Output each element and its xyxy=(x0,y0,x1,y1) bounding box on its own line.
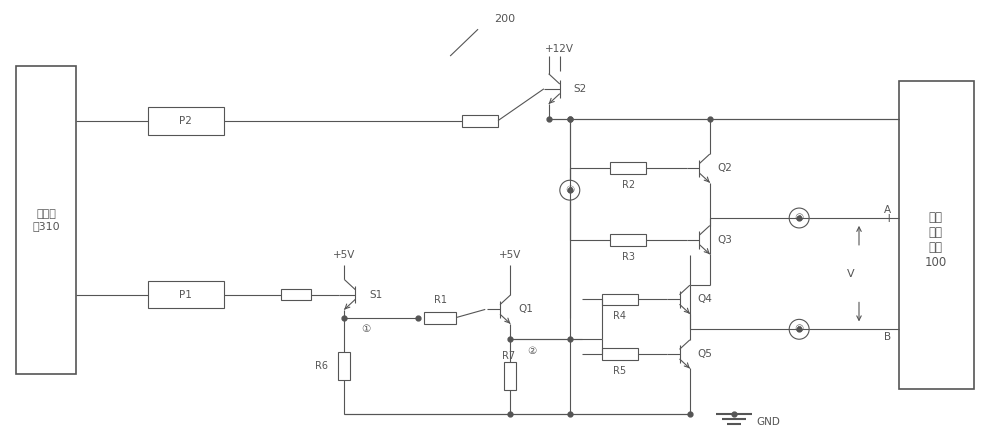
Text: P2: P2 xyxy=(179,116,192,126)
Text: S1: S1 xyxy=(369,290,383,300)
Bar xyxy=(281,289,311,300)
Bar xyxy=(504,362,516,390)
Text: B: B xyxy=(884,332,891,342)
Text: 控制模
块310: 控制模 块310 xyxy=(32,209,60,231)
Text: Q1: Q1 xyxy=(518,304,533,314)
Text: R3: R3 xyxy=(622,252,635,262)
Text: ②: ② xyxy=(528,346,537,355)
Text: GND: GND xyxy=(756,417,780,427)
Text: +5V: +5V xyxy=(499,250,522,260)
Bar xyxy=(16,66,76,374)
Text: +: + xyxy=(883,211,894,225)
Text: Q3: Q3 xyxy=(717,235,732,245)
Text: 200: 200 xyxy=(494,14,516,24)
Text: -: - xyxy=(889,323,894,336)
Bar xyxy=(424,312,456,324)
Bar xyxy=(610,234,646,246)
Text: V: V xyxy=(847,269,855,279)
Text: ④: ④ xyxy=(795,213,804,223)
Text: R5: R5 xyxy=(613,366,626,376)
Text: P1: P1 xyxy=(179,290,192,300)
Text: +5V: +5V xyxy=(333,250,355,260)
Text: ⑤: ⑤ xyxy=(795,324,804,334)
Text: R1: R1 xyxy=(434,295,447,305)
Text: R2: R2 xyxy=(622,180,635,190)
Text: ①: ① xyxy=(362,324,371,334)
Bar xyxy=(610,162,646,174)
Text: R6: R6 xyxy=(315,361,328,371)
Text: ③: ③ xyxy=(565,185,574,195)
Text: +12V: +12V xyxy=(545,44,574,54)
Text: A: A xyxy=(884,205,891,215)
Text: Q4: Q4 xyxy=(697,294,712,304)
Text: S2: S2 xyxy=(574,84,587,94)
Text: Q2: Q2 xyxy=(717,164,732,174)
Text: 半导
体制
冷片
100: 半导 体制 冷片 100 xyxy=(925,211,947,269)
Bar xyxy=(602,293,638,306)
Bar xyxy=(148,281,224,308)
Text: R4: R4 xyxy=(613,311,626,321)
Text: R7: R7 xyxy=(502,351,515,361)
Bar xyxy=(899,81,974,389)
Bar xyxy=(602,348,638,360)
Bar xyxy=(338,352,350,380)
Bar xyxy=(462,115,498,126)
Text: Q5: Q5 xyxy=(697,349,712,359)
Bar xyxy=(148,107,224,135)
